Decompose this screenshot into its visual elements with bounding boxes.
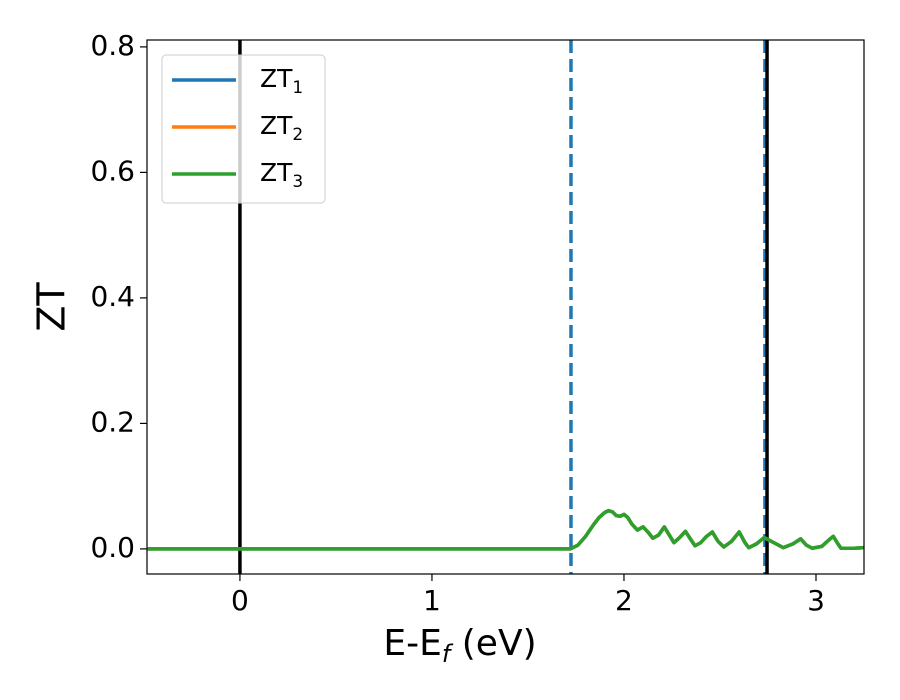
legend-label: ZT1 xyxy=(260,64,303,98)
x-tick-label: 2 xyxy=(615,584,633,617)
y-tick-label: 0.0 xyxy=(90,531,135,564)
legend-box xyxy=(161,54,326,204)
x-label-unit: (eV) xyxy=(450,623,536,664)
y-tick-label: 0.4 xyxy=(90,280,135,313)
series-line xyxy=(147,508,864,551)
plot-frame xyxy=(146,39,865,575)
x-tick-label: 3 xyxy=(807,584,825,617)
y-tick-label: 0.8 xyxy=(90,29,135,62)
y-axis-label: ZT xyxy=(30,282,74,332)
legend-sub: 3 xyxy=(292,172,303,192)
legend-name: ZT xyxy=(260,158,293,187)
y-tick-label: 0.2 xyxy=(90,405,135,438)
plot-area xyxy=(147,40,864,574)
legend-name: ZT xyxy=(260,64,293,93)
x-axis-label: E-Ef (eV) xyxy=(383,623,536,668)
legend-label: ZT3 xyxy=(260,158,303,192)
legend-sub: 1 xyxy=(292,78,303,98)
x-tick-label: 1 xyxy=(423,584,441,617)
y-tick-label: 0.6 xyxy=(90,154,135,187)
x-label-main: E-E xyxy=(383,623,441,664)
legend-label: ZT2 xyxy=(260,111,303,145)
legend-sub: 2 xyxy=(292,125,303,145)
legend-name: ZT xyxy=(260,111,293,140)
x-tick-label: 0 xyxy=(231,584,249,617)
